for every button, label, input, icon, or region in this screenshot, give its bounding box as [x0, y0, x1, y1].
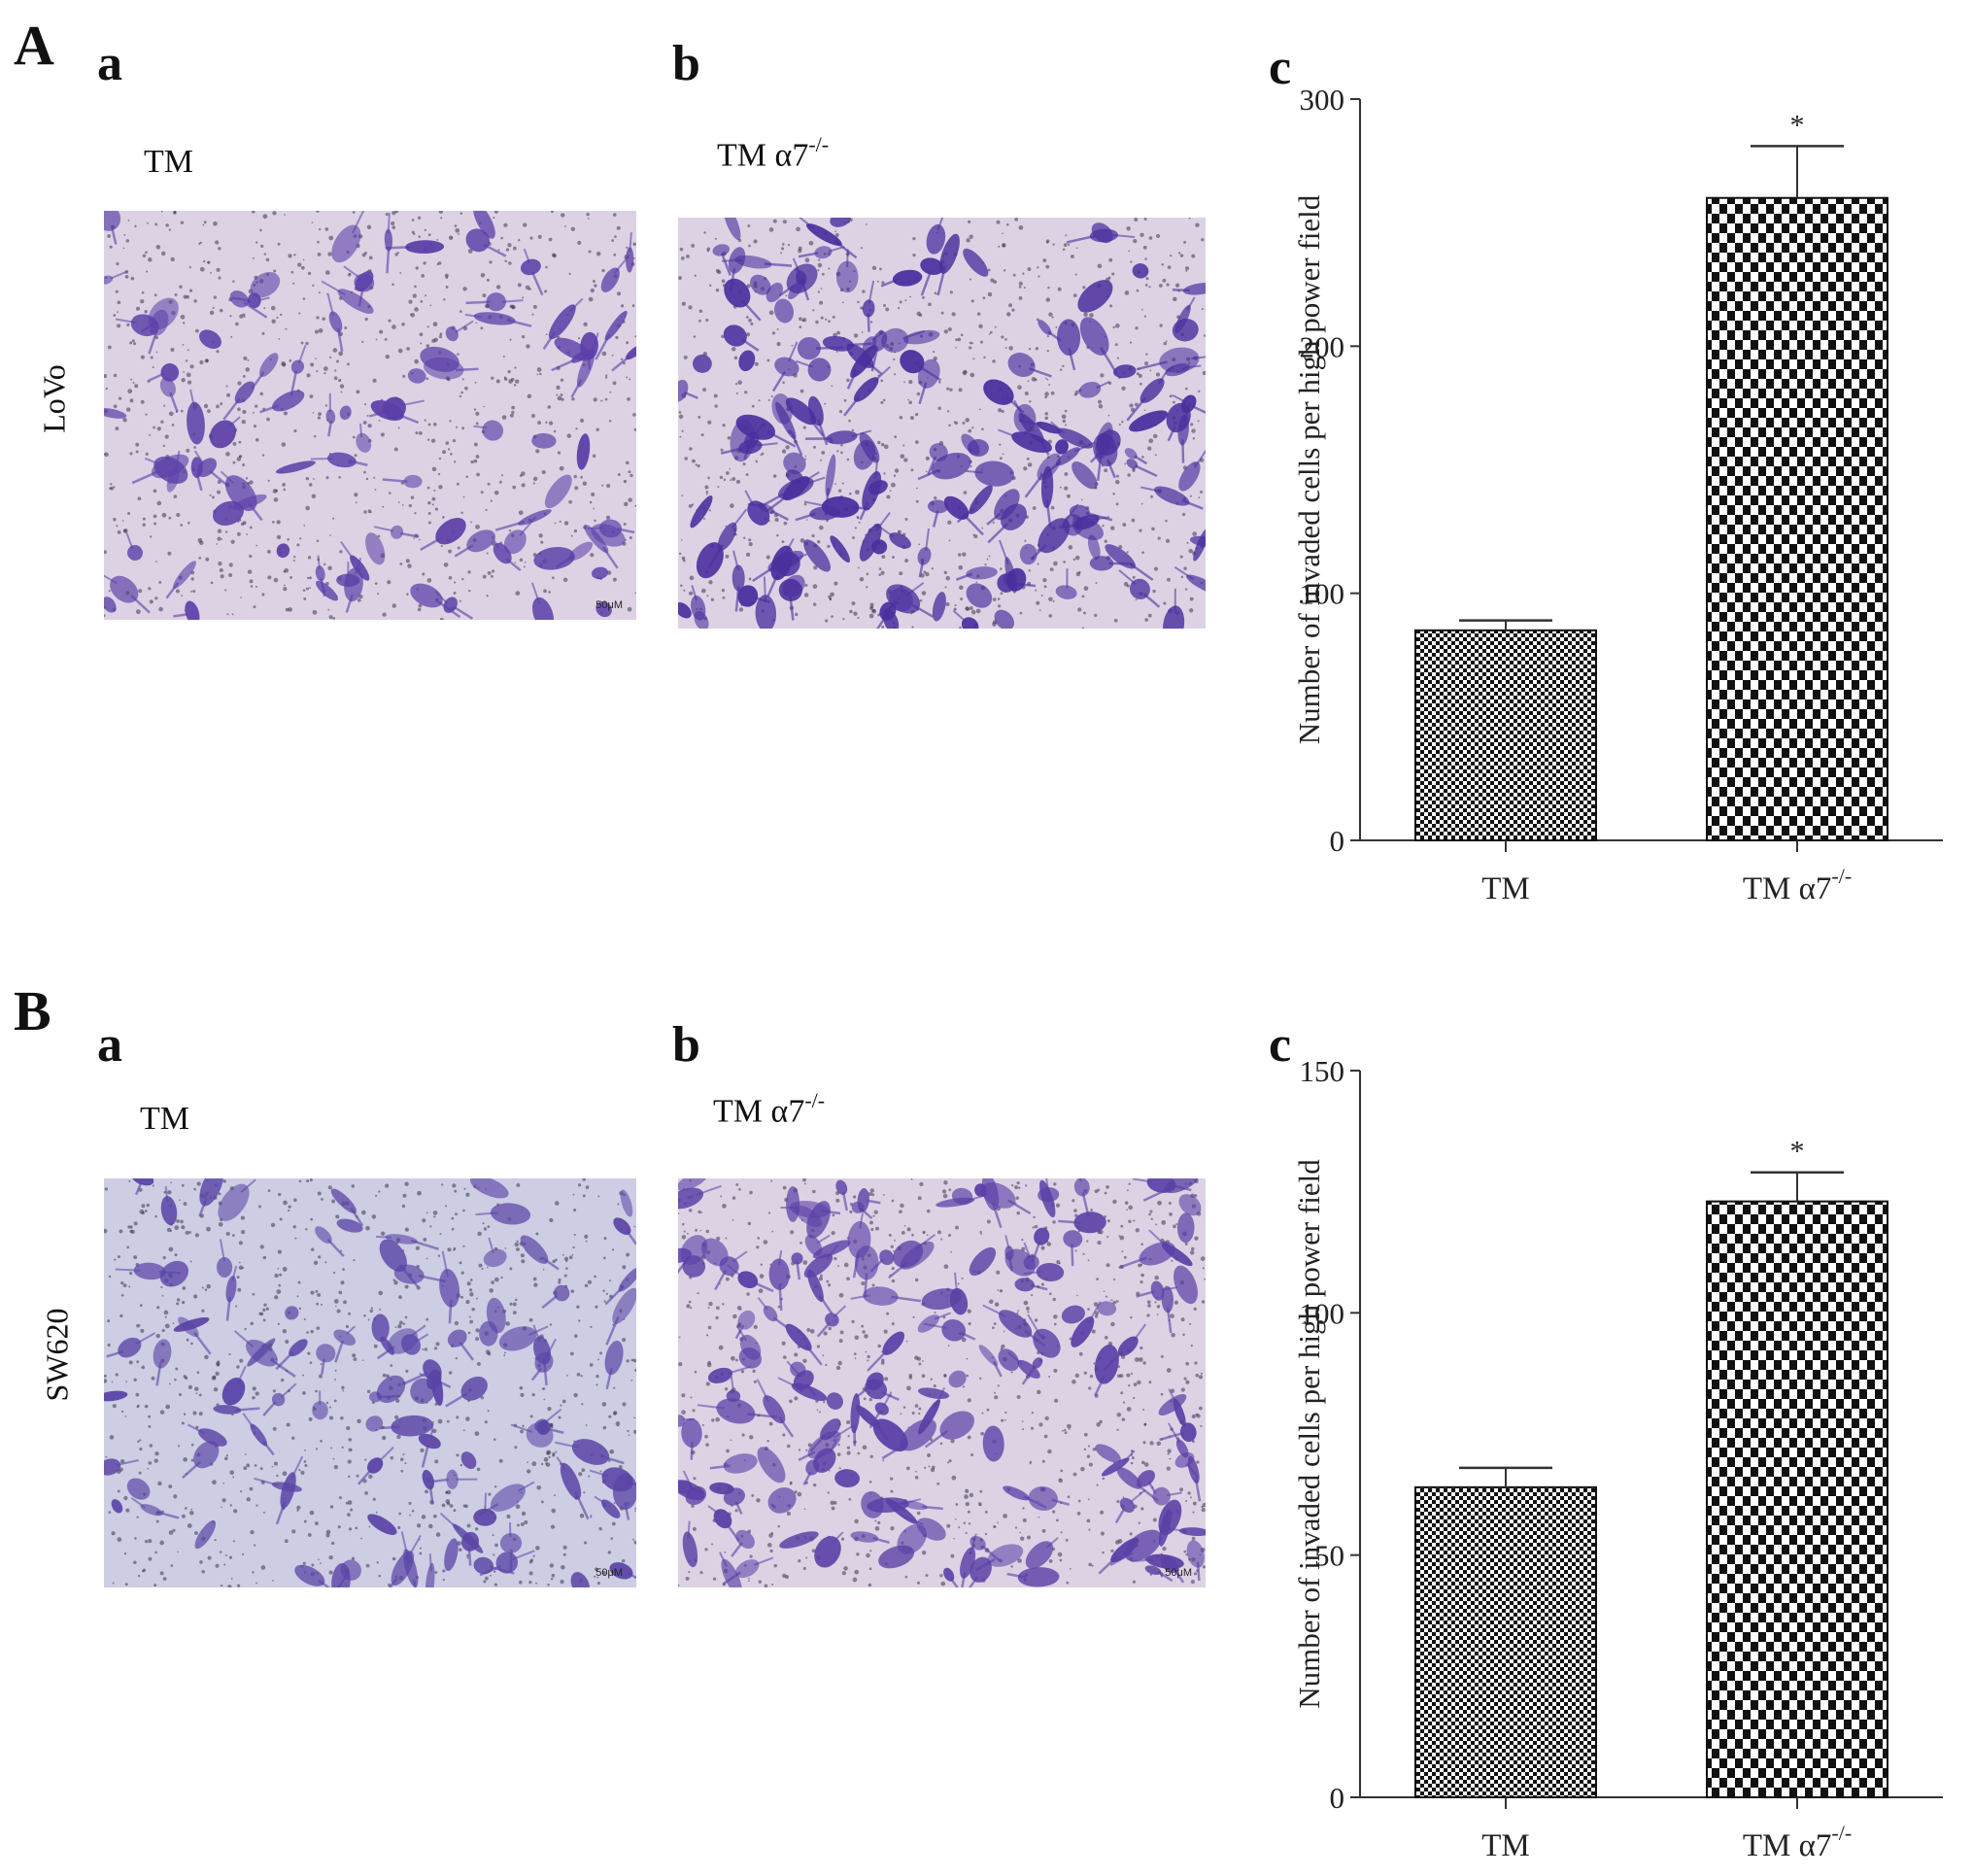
condition-label-A-a: TM — [144, 144, 193, 180]
condition-label-A-b: TM α7-/- — [717, 132, 830, 174]
y-tick-label: 200 — [1300, 329, 1345, 363]
y-tick-label: 100 — [1300, 577, 1345, 611]
y-tick-label: 300 — [1300, 83, 1345, 117]
condition-label-B-b: TM α7-/- — [713, 1088, 826, 1130]
sub-letter-A-b: b — [672, 36, 700, 91]
micrograph-texture: 50μM — [104, 1178, 636, 1587]
panel-letter-B: B — [14, 979, 51, 1042]
row-label-sw620: SW620 — [39, 1308, 75, 1402]
bar-chart-B: Number of invaded cells per high power f… — [1292, 1049, 1962, 1875]
scale-bar-label: 50μM — [595, 1567, 623, 1579]
micrograph-A-a: 50μM — [104, 211, 636, 620]
micrograph-A-b — [678, 218, 1206, 629]
y-axis-label: Number of invaded cells per high power f… — [1292, 194, 1326, 744]
y-tick-label: 50 — [1314, 1539, 1344, 1573]
bar — [1706, 196, 1888, 841]
x-tick-label: TM α7-/- — [1743, 864, 1852, 906]
scale-bar-label: 50μM — [1165, 1567, 1192, 1579]
y-tick-label: 0 — [1330, 1781, 1345, 1815]
sub-letter-B-a: a — [97, 1017, 122, 1073]
y-tick-label: 100 — [1300, 1296, 1345, 1330]
bar — [1414, 629, 1597, 841]
sub-letter-A-c: c — [1269, 40, 1292, 95]
x-tick-label: TM — [1481, 1828, 1530, 1863]
bar — [1414, 1485, 1597, 1798]
bar — [1706, 1200, 1888, 1798]
micrograph-texture: 50μM — [678, 1178, 1206, 1587]
significance-marker: * — [1790, 109, 1805, 141]
micrograph-B-b: 50μM — [678, 1178, 1206, 1587]
x-tick-label: TM α7-/- — [1743, 1821, 1852, 1863]
significance-marker: * — [1790, 1136, 1805, 1168]
micrograph-texture — [678, 218, 1206, 629]
condition-label-B-a: TM — [140, 1101, 189, 1137]
y-tick-label: 150 — [1300, 1054, 1345, 1088]
sub-letter-A-a: a — [97, 36, 122, 91]
x-tick-label: TM — [1481, 871, 1530, 906]
bar-chart-A: Number of invaded cells per high power f… — [1292, 78, 1962, 923]
y-tick-label: 0 — [1330, 824, 1345, 858]
sub-letter-B-b: b — [672, 1017, 700, 1073]
row-label-lovo: LoVo — [36, 364, 72, 433]
panel-letter-A: A — [14, 14, 54, 77]
micrograph-B-a: 50μM — [104, 1178, 636, 1587]
y-axis-label: Number of invaded cells per high power f… — [1292, 1159, 1326, 1709]
scale-bar-label: 50μM — [595, 599, 623, 611]
sub-letter-B-c: c — [1269, 1017, 1292, 1073]
micrograph-texture: 50μM — [104, 211, 636, 620]
